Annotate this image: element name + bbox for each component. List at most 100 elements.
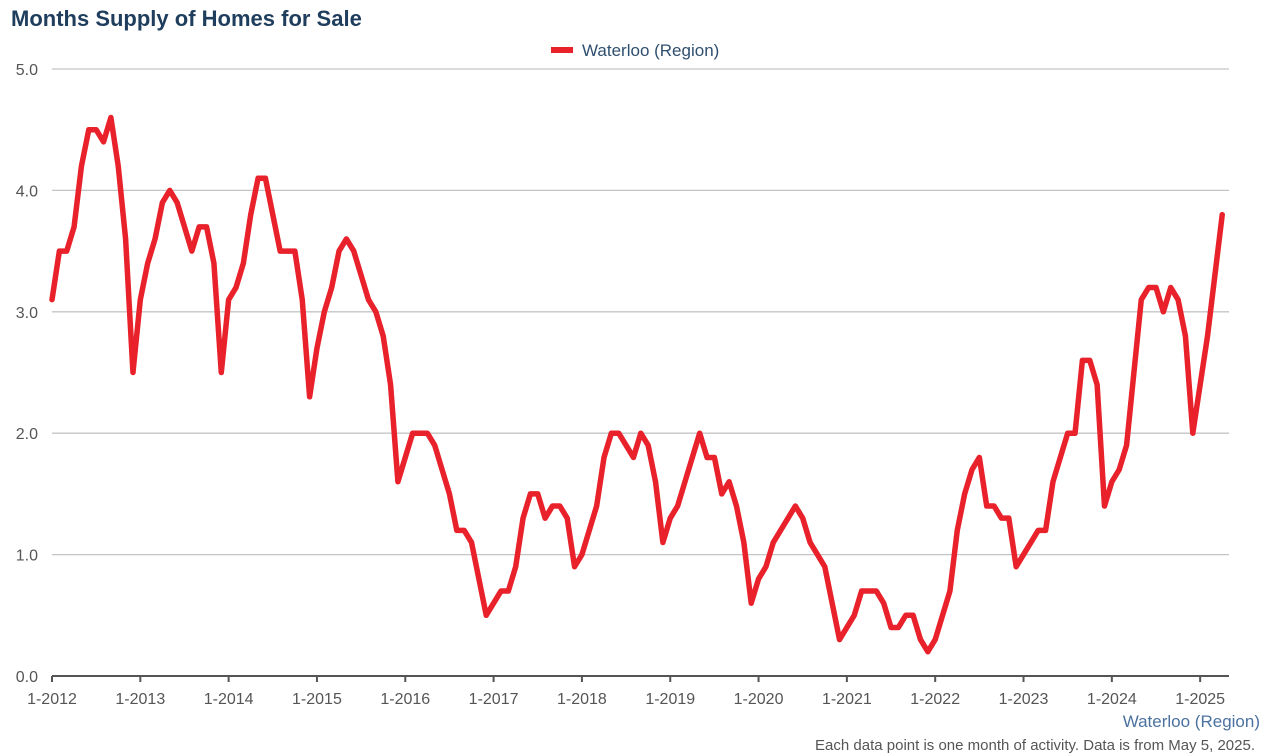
data-point[interactable] bbox=[998, 515, 1004, 521]
data-point[interactable] bbox=[240, 260, 246, 266]
data-point[interactable] bbox=[1021, 552, 1027, 558]
data-point[interactable] bbox=[1087, 357, 1093, 363]
data-point[interactable] bbox=[505, 588, 511, 594]
data-point[interactable] bbox=[93, 127, 99, 133]
data-point[interactable] bbox=[689, 454, 695, 460]
data-point[interactable] bbox=[527, 491, 533, 497]
data-point[interactable] bbox=[329, 285, 335, 291]
data-point[interactable] bbox=[741, 539, 747, 545]
data-point[interactable] bbox=[925, 649, 931, 655]
data-point[interactable] bbox=[991, 503, 997, 509]
data-point[interactable] bbox=[800, 515, 806, 521]
data-point[interactable] bbox=[763, 564, 769, 570]
data-point[interactable] bbox=[623, 442, 629, 448]
data-point[interactable] bbox=[71, 224, 77, 230]
data-point[interactable] bbox=[218, 370, 224, 376]
data-point[interactable] bbox=[1043, 527, 1049, 533]
data-point[interactable] bbox=[395, 479, 401, 485]
data-point[interactable] bbox=[343, 236, 349, 242]
data-point[interactable] bbox=[778, 527, 784, 533]
data-point[interactable] bbox=[174, 200, 180, 206]
data-point[interactable] bbox=[1124, 442, 1130, 448]
data-point[interactable] bbox=[940, 612, 946, 618]
data-point[interactable] bbox=[520, 515, 526, 521]
data-point[interactable] bbox=[822, 564, 828, 570]
data-point[interactable] bbox=[321, 309, 327, 315]
data-point[interactable] bbox=[307, 394, 313, 400]
data-point[interactable] bbox=[446, 491, 452, 497]
data-point[interactable] bbox=[189, 248, 195, 254]
data-point[interactable] bbox=[557, 503, 563, 509]
data-point[interactable] bbox=[881, 600, 887, 606]
data-point[interactable] bbox=[226, 297, 232, 303]
data-point[interactable] bbox=[1035, 527, 1041, 533]
data-point[interactable] bbox=[1205, 333, 1211, 339]
data-point[interactable] bbox=[903, 612, 909, 618]
data-point[interactable] bbox=[586, 527, 592, 533]
data-point[interactable] bbox=[1028, 539, 1034, 545]
data-point[interactable] bbox=[233, 285, 239, 291]
data-point[interactable] bbox=[358, 272, 364, 278]
data-point[interactable] bbox=[1013, 564, 1019, 570]
data-point[interactable] bbox=[454, 527, 460, 533]
data-point[interactable] bbox=[167, 187, 173, 193]
data-point[interactable] bbox=[608, 430, 614, 436]
data-point[interactable] bbox=[152, 236, 158, 242]
data-point[interactable] bbox=[1079, 357, 1085, 363]
data-point[interactable] bbox=[64, 248, 70, 254]
data-point[interactable] bbox=[1168, 285, 1174, 291]
data-point[interactable] bbox=[594, 503, 600, 509]
data-point[interactable] bbox=[969, 467, 975, 473]
data-point[interactable] bbox=[719, 491, 725, 497]
data-point[interactable] bbox=[697, 430, 703, 436]
data-point[interactable] bbox=[1101, 503, 1107, 509]
data-point[interactable] bbox=[1006, 515, 1012, 521]
data-point[interactable] bbox=[807, 539, 813, 545]
data-point[interactable] bbox=[844, 624, 850, 630]
data-point[interactable] bbox=[417, 430, 423, 436]
data-point[interactable] bbox=[682, 479, 688, 485]
data-point[interactable] bbox=[859, 588, 865, 594]
data-point[interactable] bbox=[336, 248, 342, 254]
data-point[interactable] bbox=[645, 442, 651, 448]
data-point[interactable] bbox=[373, 309, 379, 315]
legend[interactable]: Waterloo (Region) bbox=[551, 41, 719, 60]
data-point[interactable] bbox=[277, 248, 283, 254]
data-point[interactable] bbox=[866, 588, 872, 594]
data-point[interactable] bbox=[653, 479, 659, 485]
data-point[interactable] bbox=[1116, 467, 1122, 473]
data-point[interactable] bbox=[704, 454, 710, 460]
data-point[interactable] bbox=[108, 115, 114, 121]
data-point[interactable] bbox=[1131, 370, 1137, 376]
data-point[interactable] bbox=[49, 297, 55, 303]
data-point[interactable] bbox=[513, 564, 519, 570]
data-point[interactable] bbox=[984, 503, 990, 509]
data-point[interactable] bbox=[476, 576, 482, 582]
data-point[interactable] bbox=[1175, 297, 1181, 303]
data-point[interactable] bbox=[792, 503, 798, 509]
data-point[interactable] bbox=[483, 612, 489, 618]
data-point[interactable] bbox=[564, 515, 570, 521]
series-line-0[interactable] bbox=[49, 114, 1225, 655]
data-point[interactable] bbox=[424, 430, 430, 436]
data-point[interactable] bbox=[262, 175, 268, 181]
data-point[interactable] bbox=[895, 624, 901, 630]
data-point[interactable] bbox=[351, 248, 357, 254]
data-point[interactable] bbox=[1219, 212, 1225, 218]
data-point[interactable] bbox=[638, 430, 644, 436]
data-point[interactable] bbox=[1057, 454, 1063, 460]
data-point[interactable] bbox=[733, 503, 739, 509]
data-point[interactable] bbox=[888, 624, 894, 630]
data-point[interactable] bbox=[56, 248, 62, 254]
data-point[interactable] bbox=[1138, 297, 1144, 303]
data-point[interactable] bbox=[469, 539, 475, 545]
data-point[interactable] bbox=[976, 454, 982, 460]
data-point[interactable] bbox=[814, 552, 820, 558]
data-point[interactable] bbox=[770, 539, 776, 545]
data-point[interactable] bbox=[726, 479, 732, 485]
data-point[interactable] bbox=[196, 224, 202, 230]
data-point[interactable] bbox=[270, 212, 276, 218]
data-point[interactable] bbox=[101, 139, 107, 145]
data-point[interactable] bbox=[917, 637, 923, 643]
data-point[interactable] bbox=[1050, 479, 1056, 485]
